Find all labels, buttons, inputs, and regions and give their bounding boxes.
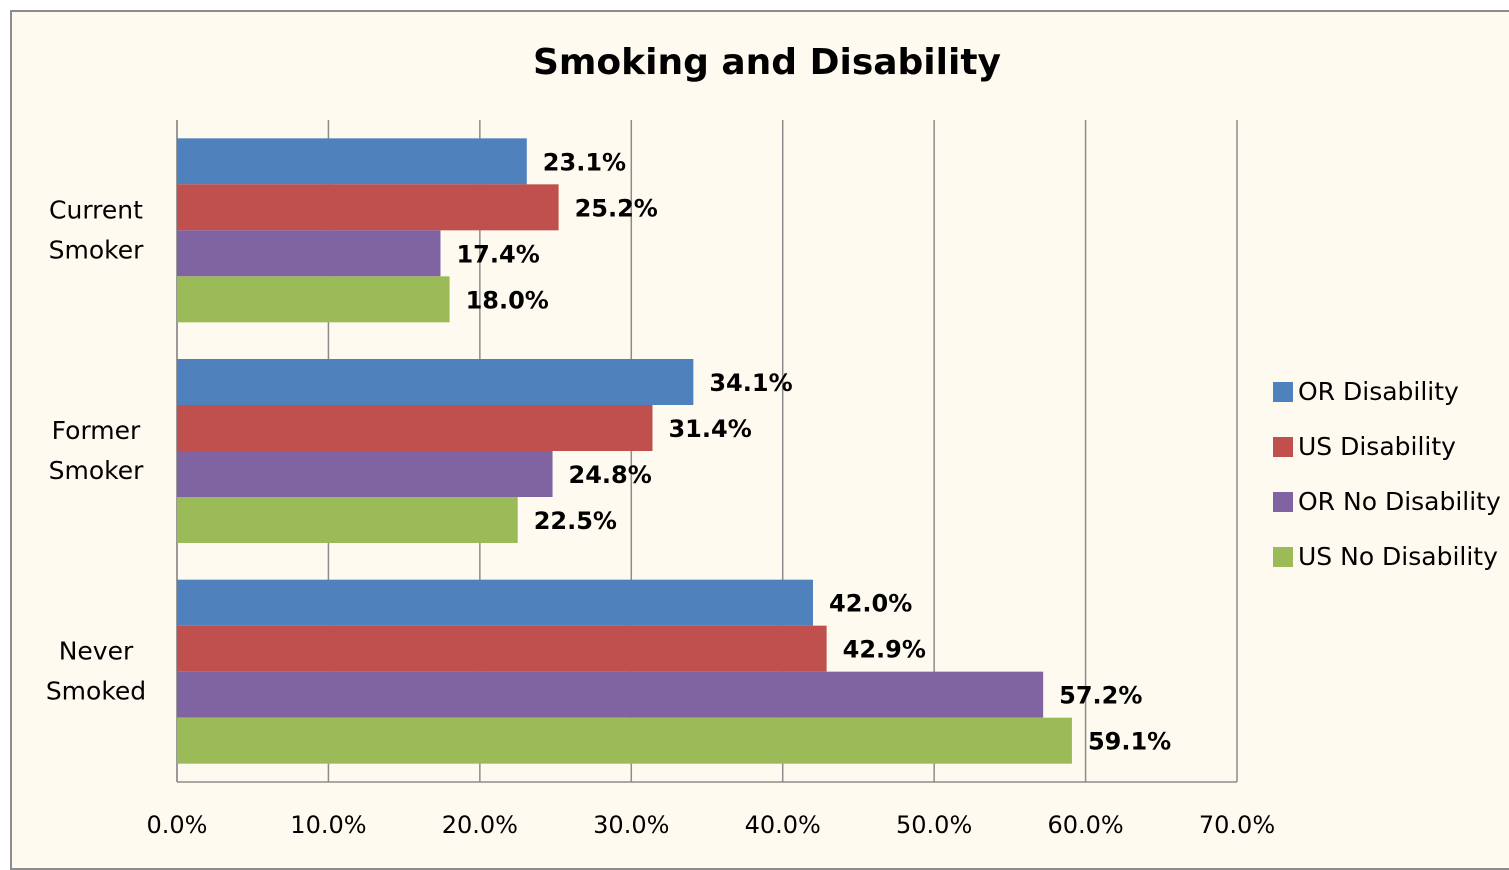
- x-tick-label: 30.0%: [593, 811, 669, 839]
- category-label-line: Smoked: [46, 677, 146, 706]
- category-label-line: Smoker: [49, 456, 144, 485]
- bars: [177, 138, 1072, 764]
- data-label: 59.1%: [1088, 728, 1171, 756]
- bar-chart: Smoking and Disability 23.1% 25.2% 17.4% 18…: [46, 42, 1501, 839]
- data-label: 22.5%: [534, 507, 617, 535]
- x-tick-labels: 0.0% 10.0% 20.0% 30.0% 40.0% 50.0% 60.0% 70.0%: [147, 811, 1276, 839]
- bar: [177, 138, 527, 185]
- data-label: 17.4%: [456, 240, 539, 268]
- x-tick-label: 60.0%: [1047, 811, 1123, 839]
- bar: [177, 579, 813, 626]
- data-labels: 23.1% 25.2% 17.4% 18.0% 34.1% 31.4% 24.8% 22.5%…: [456, 148, 1171, 755]
- category-label: Never Smoked: [46, 637, 146, 706]
- category-label-line: Never: [59, 637, 134, 666]
- bar: [177, 717, 1072, 764]
- legend-swatch: [1273, 437, 1293, 457]
- x-tick-label: 10.0%: [290, 811, 366, 839]
- legend-swatch: [1273, 547, 1293, 567]
- data-label: 42.0%: [829, 590, 912, 618]
- bar: [177, 184, 559, 231]
- category-label-line: Current: [49, 195, 143, 224]
- data-label: 57.2%: [1059, 682, 1142, 710]
- bar: [177, 405, 653, 451]
- data-label: 25.2%: [575, 194, 658, 222]
- category-labels: Current Smoker Former Smoker Never Smoked: [46, 195, 146, 705]
- legend: OR Disability US Disability OR No Disabili…: [1273, 377, 1501, 571]
- data-label: 34.1%: [709, 369, 792, 397]
- x-tick-label: 50.0%: [896, 811, 972, 839]
- category-label: Current Smoker: [49, 195, 144, 264]
- legend-swatch: [1273, 382, 1293, 402]
- bar: [177, 497, 518, 543]
- bar: [177, 451, 553, 497]
- x-tick-label: 0.0%: [147, 811, 208, 839]
- data-label: 42.9%: [843, 636, 926, 664]
- bar: [177, 276, 450, 323]
- bar: [177, 625, 827, 672]
- data-label: 31.4%: [668, 415, 751, 443]
- x-tick-label: 70.0%: [1199, 811, 1275, 839]
- category-label-line: Smoker: [49, 235, 144, 264]
- data-label: 23.1%: [543, 148, 626, 176]
- bar: [177, 671, 1044, 718]
- category-label-line: Former: [52, 416, 141, 445]
- bar: [177, 359, 694, 405]
- data-label: 18.0%: [466, 286, 549, 314]
- chart-title: Smoking and Disability: [533, 42, 1001, 83]
- bar: [177, 230, 441, 277]
- legend-label: US No Disability: [1298, 542, 1498, 571]
- x-tick-label: 20.0%: [442, 811, 518, 839]
- legend-label: US Disability: [1298, 432, 1456, 461]
- x-tick-label: 40.0%: [745, 811, 821, 839]
- category-label: Former Smoker: [49, 416, 144, 485]
- data-label: 24.8%: [569, 461, 652, 489]
- legend-label: OR No Disability: [1298, 487, 1501, 516]
- legend-label: OR Disability: [1298, 377, 1459, 406]
- legend-swatch: [1273, 492, 1293, 512]
